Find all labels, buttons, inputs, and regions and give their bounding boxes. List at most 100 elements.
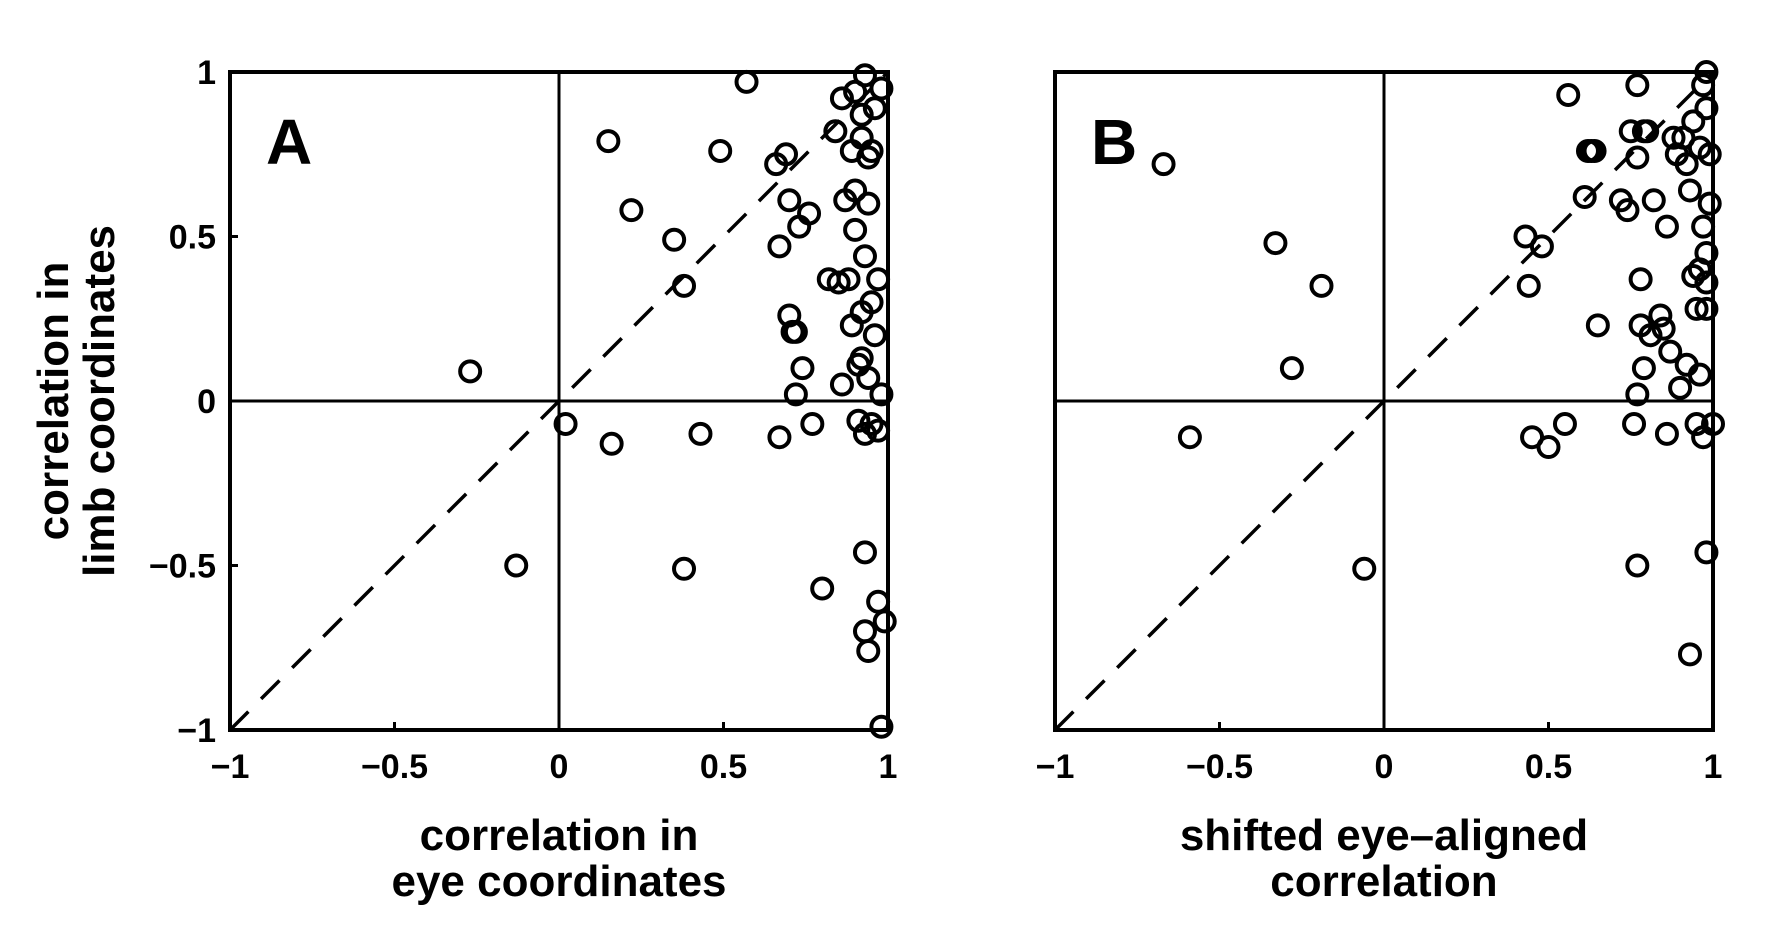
- data-point: [767, 425, 792, 450]
- data-point: [1536, 435, 1561, 460]
- data-point: [1677, 178, 1702, 203]
- data-point: [856, 365, 881, 390]
- data-point: [783, 319, 808, 344]
- data-point: [843, 178, 868, 203]
- data-point: [1697, 191, 1722, 216]
- data-point: [596, 129, 621, 154]
- data-point: [866, 267, 891, 292]
- data-point: [783, 382, 808, 407]
- data-point: [800, 412, 825, 437]
- x-tick-label: 0: [1375, 748, 1394, 786]
- data-point: [1654, 421, 1679, 446]
- data-point: [1279, 356, 1304, 381]
- data-point: [1263, 231, 1288, 256]
- data-point: [869, 76, 894, 101]
- data-point: [774, 142, 799, 167]
- data-point: [1697, 142, 1722, 167]
- data-point: [1625, 553, 1650, 578]
- data-point: [869, 382, 894, 407]
- data-point: [856, 639, 881, 664]
- data-point: [734, 69, 759, 94]
- data-point: [866, 418, 891, 443]
- data-point: [662, 227, 687, 252]
- x-tick-label: 0: [550, 748, 569, 786]
- data-point: [1694, 96, 1719, 121]
- data-point: [849, 346, 874, 371]
- x-tick-label: 0.5: [700, 748, 747, 786]
- data-point: [1694, 240, 1719, 265]
- data-point: [1309, 273, 1334, 298]
- data-point: [1585, 313, 1610, 338]
- data-point: [836, 267, 861, 292]
- y-tick-label: 1: [197, 54, 216, 92]
- x-tick-label: −0.5: [1186, 748, 1253, 786]
- data-point: [852, 63, 877, 88]
- data-point: [1625, 73, 1650, 98]
- panel-letter: B: [1091, 106, 1137, 178]
- data-point: [672, 556, 697, 581]
- data-point: [1151, 152, 1176, 177]
- data-point: [619, 198, 644, 223]
- x-axis-label: eye coordinates: [391, 857, 726, 906]
- data-point: [829, 86, 854, 111]
- y-tick-label: 0: [197, 383, 216, 421]
- x-axis-label: correlation in: [420, 811, 699, 860]
- x-tick-label: −1: [1036, 748, 1075, 786]
- data-point: [872, 609, 897, 634]
- x-axis-label: correlation: [1270, 857, 1497, 906]
- data-point: [1684, 412, 1709, 437]
- data-point: [1677, 642, 1702, 667]
- data-point: [672, 273, 697, 298]
- data-point: [1622, 412, 1647, 437]
- data-point: [1681, 263, 1706, 288]
- data-point: [852, 244, 877, 269]
- x-tick-label: 0.5: [1525, 748, 1572, 786]
- data-point: [790, 356, 815, 381]
- data-point: [1582, 138, 1607, 163]
- data-point: [1635, 119, 1660, 144]
- data-point: [553, 412, 578, 437]
- data-point: [599, 431, 624, 456]
- data-point: [1625, 145, 1650, 170]
- data-point: [1684, 296, 1709, 321]
- data-point: [1687, 362, 1712, 387]
- data-point: [852, 619, 877, 644]
- data-point: [1631, 356, 1656, 381]
- data-point: [1668, 375, 1693, 400]
- x-tick-label: 1: [879, 748, 898, 786]
- y-axis-label: correlation in: [29, 262, 78, 541]
- data-point: [1177, 425, 1202, 450]
- data-point: [859, 412, 884, 437]
- data-point: [1674, 152, 1699, 177]
- data-point: [1691, 73, 1716, 98]
- data-point: [862, 323, 887, 348]
- data-point: [1615, 198, 1640, 223]
- data-point: [1618, 119, 1643, 144]
- data-point: [810, 576, 835, 601]
- data-point: [849, 102, 874, 127]
- data-point: [823, 119, 848, 144]
- data-point: [458, 359, 483, 384]
- data-point: [708, 138, 733, 163]
- data-point: [859, 138, 884, 163]
- data-point: [1625, 382, 1650, 407]
- y-axis-label: limb coordinates: [75, 225, 124, 577]
- data-point: [1352, 556, 1377, 581]
- data-point: [1694, 540, 1719, 565]
- x-tick-label: 1: [1704, 748, 1723, 786]
- data-point: [1694, 60, 1719, 84]
- data-point: [843, 217, 868, 242]
- data-point: [852, 540, 877, 565]
- data-point: [1691, 214, 1716, 239]
- data-point: [1681, 109, 1706, 134]
- data-point: [1628, 267, 1653, 292]
- y-tick-label: 0.5: [169, 219, 216, 257]
- data-point: [1651, 316, 1676, 341]
- data-point: [1694, 270, 1719, 295]
- data-point: [1552, 412, 1577, 437]
- x-tick-label: −1: [211, 748, 250, 786]
